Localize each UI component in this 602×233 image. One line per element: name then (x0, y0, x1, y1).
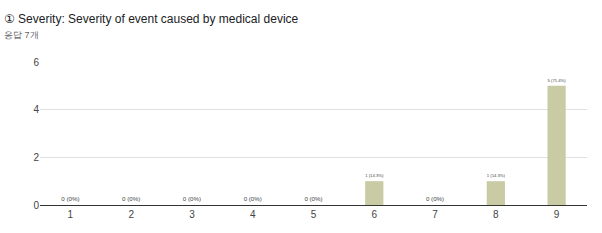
svg-text:9: 9 (554, 209, 560, 220)
svg-text:0 (0%): 0 (0%) (183, 195, 201, 202)
svg-text:5 (71.4%): 5 (71.4%) (548, 78, 567, 83)
svg-text:0 (0%): 0 (0%) (244, 195, 262, 202)
svg-text:1: 1 (68, 209, 74, 220)
svg-text:8: 8 (493, 209, 499, 220)
svg-text:4: 4 (250, 209, 256, 220)
svg-text:4: 4 (33, 104, 39, 115)
svg-text:응답 7개: 응답 7개 (4, 30, 39, 40)
svg-text:7: 7 (432, 209, 438, 220)
svg-text:5: 5 (311, 209, 317, 220)
svg-text:0 (0%): 0 (0%) (61, 195, 79, 202)
svg-text:2: 2 (128, 209, 134, 220)
svg-text:0: 0 (33, 200, 39, 211)
svg-text:1 (14.3%): 1 (14.3%) (365, 173, 384, 178)
svg-text:1 (14.3%): 1 (14.3%) (487, 173, 506, 178)
svg-text:2: 2 (33, 152, 39, 163)
svg-text:① Severity: Severity of event: ① Severity: Severity of event caused by … (4, 12, 299, 26)
svg-text:3: 3 (189, 209, 195, 220)
svg-text:0 (0%): 0 (0%) (122, 195, 140, 202)
svg-text:6: 6 (371, 209, 377, 220)
svg-text:0 (0%): 0 (0%) (426, 195, 444, 202)
svg-text:6: 6 (33, 57, 39, 68)
svg-text:0 (0%): 0 (0%) (304, 195, 322, 202)
